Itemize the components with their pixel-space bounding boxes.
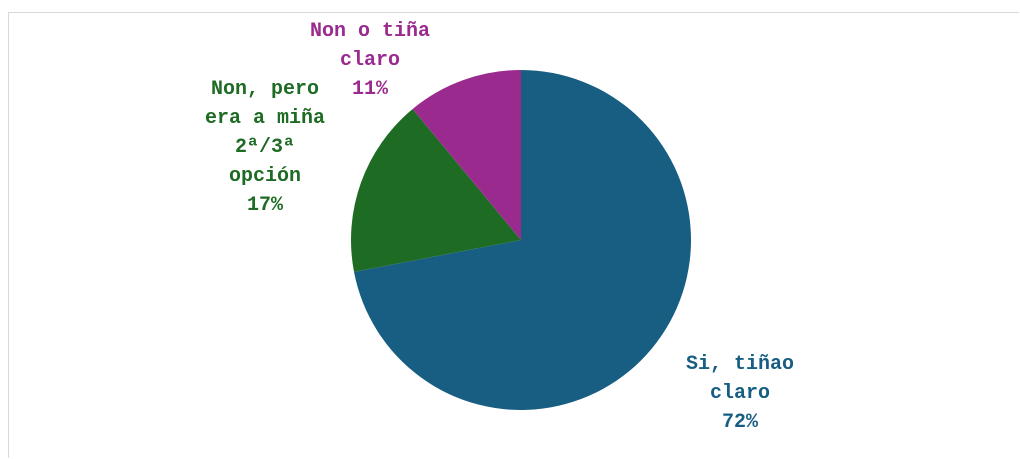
slice-label: Non o tiña claro 11% [307, 17, 433, 104]
category-label: Si, tiñao claro [685, 353, 795, 405]
chart-frame [8, 12, 1019, 458]
pie-slice [351, 109, 521, 272]
slice-label: Non, pero era a miña 2ª/3ª opción 17% [202, 75, 328, 220]
category-label: Non, pero era a miña 2ª/3ª opción [204, 78, 326, 188]
value-label: 11% [351, 78, 388, 101]
value-label: 17% [246, 194, 283, 217]
value-label: 72% [721, 411, 758, 434]
pie-slice [412, 70, 521, 240]
category-label: Non o tiña claro [309, 20, 431, 72]
slice-label: Si, tiñao claro 72% [677, 350, 803, 437]
pie-slice [354, 70, 691, 410]
